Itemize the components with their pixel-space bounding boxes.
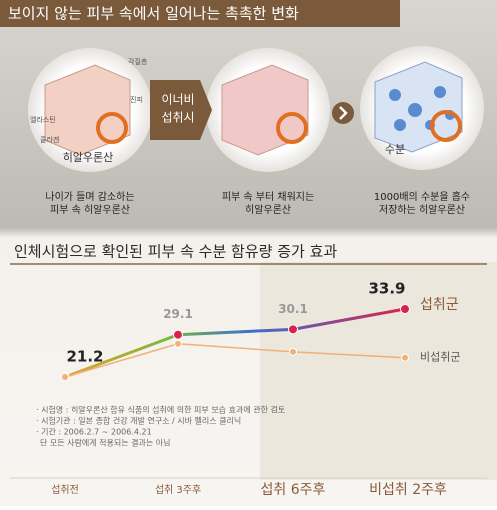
highlight-band [260,262,497,480]
caption: 히알우론산 [245,204,291,216]
data-point [173,329,183,340]
chevron [339,106,348,120]
magnifier [96,112,128,144]
arrow-box [150,80,212,140]
caption: 피부 속 부터 채워지는 [222,190,314,203]
caption: 피부 속 히알우론산 [50,204,130,216]
magnifier [430,110,462,142]
series-line [64,343,406,378]
series-line [64,307,406,379]
skin-label: 엘라스틴 [30,115,56,124]
chart-title: 인체시험으로 확인된 피부 속 수분 함유량 증가 효과 [14,243,337,261]
magnifier [276,112,308,144]
chevron-circle [332,102,354,124]
note: 단 모든 사람에게 적용되는 결과는 아님 [40,438,170,448]
data-point [174,339,182,348]
value-label: 21.2 [66,348,103,366]
x-tick-label: 섭취 6주후 [261,482,326,498]
arrow-label: 섭취시 [161,111,194,125]
data-point [400,304,410,314]
value-label: 29.1 [163,307,193,321]
arrow-label: 이너비 [161,93,194,107]
caption: 1000배의 수분을 흡수 [374,190,470,203]
circle-label: 히알우론산 [63,150,114,164]
skin-label: 각질층 [128,57,148,66]
data-point [288,324,298,335]
skin-label: 콜라겐 [40,135,59,144]
circles [28,46,484,172]
note: · 시험명 : 히알우론산 함유 식품의 섭취에 의한 피부 보습 효과에 관한… [36,405,285,415]
note: · 시험기관 : 일본 종합 건강 개발 연구소 / 시바 펠리스 클리닉 [36,416,241,426]
caption: 나이가 들며 감소하는 [45,190,134,203]
skin-label: 진피 [130,95,143,104]
value-label: 30.1 [278,302,308,316]
value-label: 33.9 [368,280,405,298]
circle-label: 수분 [385,143,405,156]
skin-block [44,64,131,156]
data-point [289,347,297,356]
legend-label: 섭취군 [420,297,459,313]
x-tick-label: 비섭취 2주후 [369,482,447,498]
skin-block [221,64,309,156]
title-bar [0,0,400,27]
x-tick-label: 섭취전 [51,484,79,496]
caption: 저장하는 히알우론산 [379,203,465,216]
data-point [61,373,69,381]
note: · 기간 : 2006.2.7 ~ 2006.4.21 [36,427,152,437]
legend-label: 비섭취군 [420,351,460,364]
data-point [401,353,409,362]
header-title: 보이지 않는 피부 속에서 일어나는 촉촉한 변화 [8,5,299,23]
x-tick-label: 섭취 3주후 [155,484,201,496]
